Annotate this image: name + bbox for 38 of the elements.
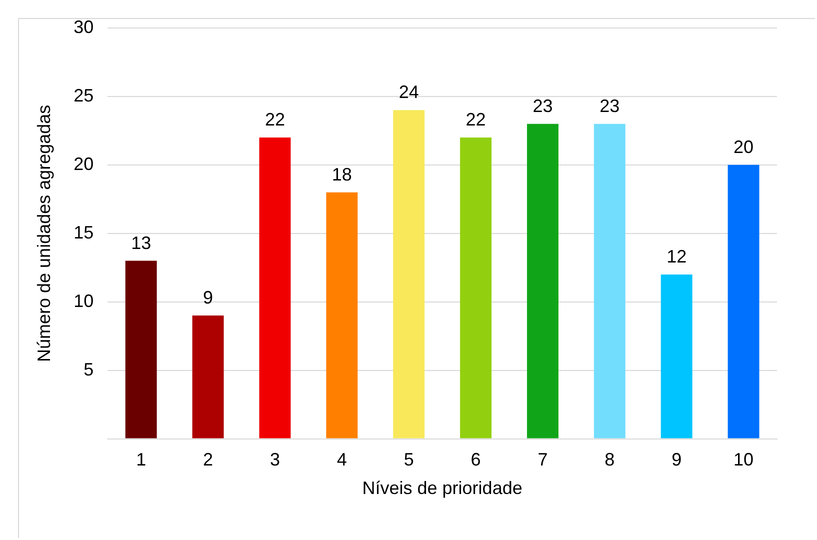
bar [326,192,358,438]
bar [259,138,291,438]
bar [192,316,224,438]
x-tick-label: 1 [136,450,146,470]
y-tick-label: 15 [74,222,94,242]
data-label: 13 [131,232,152,253]
x-axis-title: Níveis de prioridade [362,478,522,498]
data-label: 9 [203,288,214,308]
bar [125,260,157,438]
x-tick-label: 9 [672,450,682,470]
y-tick-label: 20 [74,154,94,174]
x-tick-label: 4 [336,450,347,470]
x-tick-label: 5 [404,450,414,470]
bar [594,124,626,438]
data-label: 12 [666,246,687,266]
y-axis-title: Número de unidades agregadas [34,104,54,362]
y-tick-label: 5 [84,359,94,380]
bar [728,164,760,438]
data-label: 22 [466,110,486,130]
bar [526,124,558,438]
bar [393,110,425,438]
x-tick-label: 3 [270,450,280,470]
bar [460,138,492,438]
data-label: 23 [600,96,620,116]
x-tick-label: 10 [734,450,754,470]
data-label: 24 [398,82,419,102]
y-tick-label: 25 [74,85,94,106]
x-tick-label: 2 [203,450,214,470]
bar [660,274,692,438]
data-label: 22 [264,110,285,130]
x-tick-label: 8 [604,450,615,470]
x-tick-label: 6 [470,450,481,470]
y-tick-label: 10 [74,290,94,311]
data-label: 20 [734,136,754,157]
data-label: 18 [332,164,352,184]
y-tick-label: 30 [74,16,94,37]
data-label: 23 [532,96,553,116]
x-tick-label: 7 [538,450,548,470]
